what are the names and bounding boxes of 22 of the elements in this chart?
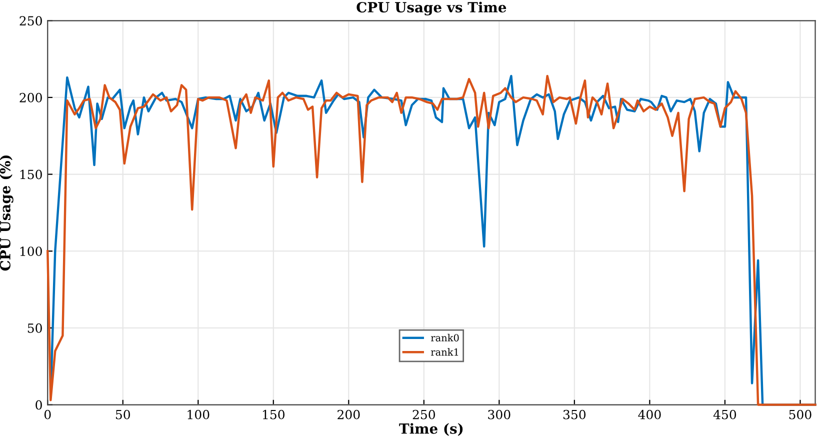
x-tick-label: 200 [338,410,360,420]
x-tick-label: 150 [262,410,284,420]
legend-label: rank0 [431,334,459,342]
legend-label: rank1 [431,348,458,356]
x-tick-label: 400 [638,410,661,420]
x-tick-label: 350 [563,410,586,420]
y-tick-label: 50 [28,323,42,333]
x-tick-label: 0 [44,410,51,420]
chart-title: CPU Usage vs Time [356,2,506,16]
y-tick-label: 200 [20,92,42,102]
x-tick-label: 500 [789,410,812,420]
x-tick-label: 250 [412,410,436,420]
x-tick-label: 450 [713,410,736,420]
x-tick-label: 300 [488,410,510,420]
x-tick-label: 50 [116,410,130,420]
y-tick-label: 100 [20,246,42,256]
x-tick-label: 100 [188,410,210,420]
x-axis-title: Time (s) [399,423,463,436]
y-tick-label: 0 [36,400,42,410]
y-axis-title: CPU Usage (%) [0,155,14,271]
y-tick-label: 150 [20,170,42,180]
y-tick-label: 250 [20,16,42,26]
